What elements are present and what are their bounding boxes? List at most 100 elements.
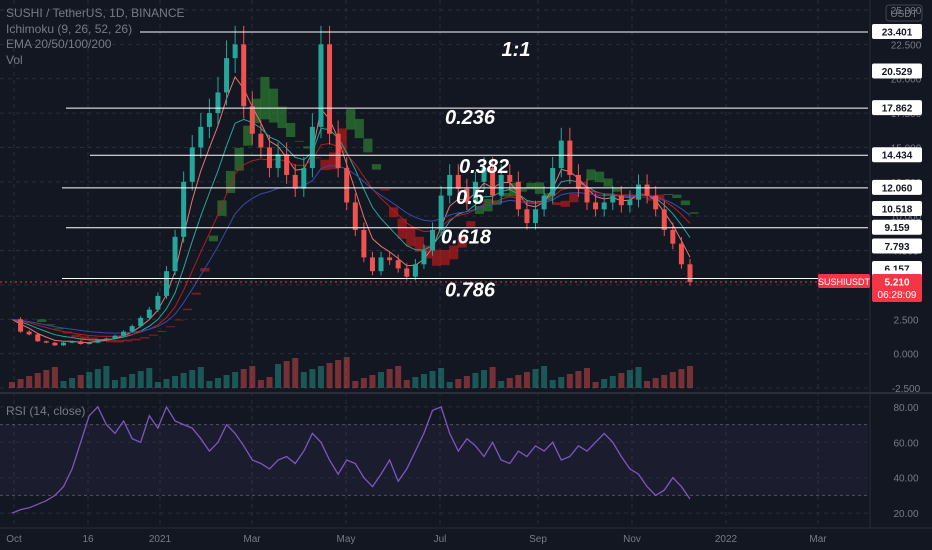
cloud-segment [122,339,133,342]
candle-body [490,168,496,196]
cloud-segment [672,194,682,199]
volume-bar [360,378,367,388]
volume-bar [549,380,556,388]
price-tag-text: 12.060 [882,183,913,194]
cloud-segment [552,202,562,206]
cloud-segment [80,336,90,341]
symbol-title[interactable]: SUSHI / TetherUS, 1D, BINANCE [6,6,185,20]
candle-body [112,335,118,339]
fib-level-label: 1:1 [502,39,531,61]
cloud-segment [71,334,81,338]
candle-body [258,133,264,148]
fib-level-label: 0.786 [445,279,496,301]
volume-bar [412,377,419,388]
volume-bar [317,366,324,388]
volume-bar [9,382,15,388]
candle-body [472,181,478,203]
volume-bar [575,371,582,388]
cloud-segment [449,245,459,260]
volume-bar [618,373,625,388]
ema-legend[interactable]: EMA 20/50/100/200 [6,37,112,51]
volume-bar [669,372,676,388]
price-tag-box [872,201,922,217]
volume-bar [300,372,307,388]
volume-bar [481,370,488,388]
volume-bar [257,380,264,388]
cloud-segment [689,212,699,214]
candle-body [189,147,195,182]
ichimoku-legend[interactable]: Ichimoku (9, 26, 52, 26) [6,21,133,36]
candle-body [369,257,375,272]
cloud-segment [217,200,227,216]
volume-bar [249,366,256,388]
price-tick-label: 10.000 [891,212,922,223]
cloud-segment [303,146,313,149]
volume-bar [163,379,170,388]
volume-bar [626,370,633,388]
volume-bar [661,375,668,388]
cloud-segment [157,330,167,332]
rsi-line [11,405,691,514]
volume-bar [266,377,273,388]
cloud-segment [637,196,648,198]
candle-body [515,181,521,210]
cloud-segment [406,227,416,247]
time-tick-label: Jul [434,534,447,545]
candle-body [584,188,590,203]
symbol-tag-box [818,274,870,289]
volume-bar [240,369,247,388]
volume-bar [455,379,462,388]
price-level: 0.236 17.862 [66,100,922,129]
candle-body [146,309,152,318]
candle-body [69,341,75,343]
volume-bar [111,380,118,388]
candle-body [378,257,384,272]
cloud-segment [140,337,150,339]
time-tick-label: Oct [6,534,22,545]
candle-body [43,341,49,343]
volume-bar [172,376,179,388]
candle-body [172,236,178,272]
cloud-segment [131,338,141,341]
cloud-segment [612,188,622,192]
volume-bar [369,375,376,388]
cloud-segment [286,122,296,137]
candle-body [404,268,410,277]
volume-bar [275,364,282,388]
cloud-segment [603,178,613,187]
time-tick-label: Mar [243,534,261,545]
volume-bar [378,372,385,388]
cloud-segment [414,236,424,252]
candle-body [352,202,358,230]
volume-bar [584,368,591,388]
cloud-segment [294,140,304,142]
time-tick-label: 2022 [715,534,738,545]
candle-body [421,250,427,265]
candle-body [206,113,212,127]
volume-bar [386,369,393,388]
candle-body [198,126,204,148]
volume-bar [558,377,565,388]
candle-body [524,209,530,224]
time-tick-label: 2021 [149,534,172,545]
volume-bar [403,380,410,388]
candle-body [558,140,564,169]
price-tag-text: 6.157 [884,265,909,276]
cloud-segment [191,292,201,295]
candle-body [266,147,272,169]
volume-bar [498,381,505,388]
cloud-segment [54,328,64,330]
time-tick-label: 16 [82,534,94,545]
volume-bar [335,360,342,388]
candle-body [361,229,367,258]
currency-box-frame [885,4,923,22]
volume-bar [309,369,316,388]
cloud-segment [243,125,253,146]
cloud-segment [466,221,476,227]
volume-legend[interactable]: Vol [6,52,23,67]
rsi-legend[interactable]: RSI (14, close) [6,404,86,418]
candle-body [138,317,144,327]
volume-bar [515,375,522,388]
price-tick-label: 25.000 [891,6,922,17]
